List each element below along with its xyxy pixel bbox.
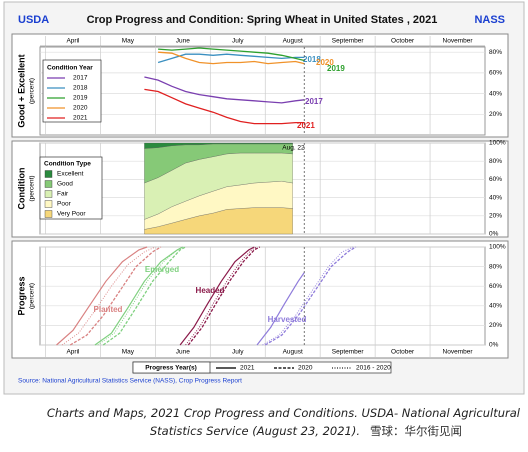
progress-line (61, 246, 156, 346)
progress-line (185, 246, 258, 346)
y-tick-label: 0% (489, 231, 499, 238)
plot-area (39, 46, 486, 136)
y-tick-label: 40% (489, 303, 502, 310)
legend-label: 2020 (298, 365, 313, 372)
progress-label: Headed (196, 286, 225, 295)
y-tick-label: 80% (489, 49, 502, 56)
x-tick-label: October (391, 38, 415, 45)
series-label: 2019 (327, 64, 345, 73)
legend-label: 2021 (240, 365, 255, 372)
legend-label: 2016 - 2020 (356, 365, 391, 372)
progress-line (69, 246, 162, 346)
plot-area (39, 246, 486, 346)
y-tick-label: 60% (489, 70, 502, 77)
legend-label: 2021 (73, 115, 88, 122)
x-tick-label: September (332, 38, 365, 45)
legend-label: Very Poor (57, 211, 86, 218)
y-axis-unit: (percent) (29, 175, 36, 201)
series-label: 2017 (305, 97, 323, 106)
x-tick-label: July (232, 38, 244, 45)
y-axis-label: Good + Excellent (16, 54, 26, 127)
legend-swatch (44, 190, 53, 198)
progress-line (56, 246, 148, 346)
series-line (157, 53, 305, 64)
legend-label: Good (57, 181, 73, 188)
legend-title: Condition Type (44, 161, 91, 168)
source: Source: National Agricultural Statistics… (18, 378, 242, 385)
y-axis-label: Condition (16, 168, 26, 210)
chart: USDA Crop Progress and Condition: Spring… (3, 1, 525, 395)
y-tick-label: 60% (489, 176, 502, 183)
x-tick-label: May (122, 349, 135, 356)
series-label: 2018 (303, 55, 321, 64)
y-tick-label: 80% (489, 158, 502, 165)
legend-label: Poor (57, 201, 72, 208)
x-tick-label: June (176, 38, 190, 45)
progress-line (256, 272, 305, 346)
legend-swatch (44, 210, 53, 218)
y-tick-label: 40% (489, 194, 502, 201)
legend-swatch (44, 180, 53, 188)
legend-label: 2017 (73, 75, 88, 82)
x-tick-label: April (66, 349, 80, 356)
progress-line (102, 246, 186, 346)
x-tick-label: October (391, 349, 415, 356)
series-label: 2021 (297, 121, 315, 130)
series-line (158, 47, 305, 62)
y-tick-label: 20% (489, 111, 502, 118)
progress-label: Planted (94, 305, 123, 314)
caption-line: Statistics Service (August 23, 2021). (149, 424, 360, 438)
caption-line: Charts and Maps, 2021 Crop Progress and … (46, 406, 520, 420)
chart-title: Crop Progress and Condition: Spring Whea… (87, 14, 438, 26)
y-tick-label: 100% (489, 140, 506, 147)
progress-line (264, 246, 357, 346)
header-right: NASS (474, 14, 505, 26)
legend-label: 2020 (73, 105, 88, 112)
y-tick-label: 0% (489, 342, 499, 349)
y-tick-label: 100% (489, 244, 506, 251)
y-tick-label: 80% (489, 263, 502, 270)
x-tick-label: April (66, 38, 80, 45)
progress-line (97, 246, 184, 346)
legend-swatch (44, 170, 53, 178)
y-axis-unit: (percent) (29, 78, 36, 104)
x-tick-label: August (283, 38, 303, 45)
x-tick-label: July (232, 349, 244, 356)
legend-label: 2019 (73, 95, 88, 102)
series-label: 2020 (316, 58, 334, 67)
date-label: Aug. 22 (282, 145, 305, 152)
legend-label: 2018 (73, 85, 88, 92)
x-tick-label: November (443, 38, 474, 45)
legend-title: Progress Year(s) (145, 365, 197, 372)
x-tick-label: August (283, 349, 303, 356)
legend-swatch (44, 200, 53, 208)
legend-title-box (132, 361, 211, 374)
y-axis-unit: (percent) (29, 283, 36, 309)
y-tick-label: 60% (489, 283, 502, 290)
x-tick-label: November (443, 349, 474, 356)
x-tick-label: May (122, 38, 135, 45)
legend-label: Excellent (57, 171, 84, 178)
y-tick-label: 20% (489, 213, 502, 220)
header-left: USDA (18, 14, 49, 26)
area-segment (144, 142, 293, 149)
y-tick-label: 20% (489, 322, 502, 329)
progress-label: Harvested (268, 315, 307, 324)
progress-label: Emerged (145, 265, 179, 274)
x-tick-label: June (176, 349, 190, 356)
legend-title: Condition Year (47, 65, 93, 72)
legend-box (42, 59, 102, 123)
y-axis-label: Progress (16, 276, 26, 315)
series-line (144, 76, 305, 104)
legend-label: Fair (57, 191, 69, 198)
legend-box (39, 156, 103, 220)
y-tick-label: 40% (489, 90, 502, 97)
watermark: 雪球：华尔街见闻 (370, 424, 462, 438)
progress-line (179, 246, 255, 346)
series-line (144, 88, 305, 125)
x-tick-label: September (332, 349, 365, 356)
series-line (158, 51, 305, 65)
